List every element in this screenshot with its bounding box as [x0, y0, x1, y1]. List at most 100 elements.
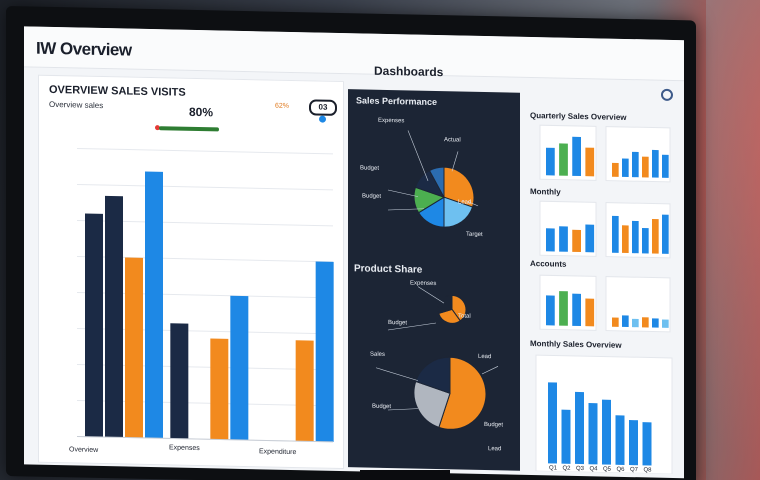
pie-slice [443, 196, 474, 228]
pie-label: Expenses [378, 117, 405, 125]
gridline [77, 147, 333, 155]
bar [145, 171, 163, 439]
pie-slice [413, 380, 451, 428]
pie-label: Lead [488, 446, 502, 453]
pie-label: Lead [478, 353, 492, 361]
monthly-bar [548, 382, 557, 464]
leader-line [387, 408, 419, 411]
tick-label: Q3 [576, 466, 585, 472]
monthly-bar [629, 420, 638, 466]
mini-bar [612, 215, 619, 253]
top-bar: IW Overview [24, 26, 684, 82]
pie-slice [443, 166, 475, 208]
mini-bar [572, 136, 581, 177]
pie-slice [428, 166, 445, 198]
pie-slice [451, 294, 467, 322]
pie-label: Budget [362, 193, 382, 200]
bar [105, 195, 123, 438]
mini-bar [662, 319, 669, 328]
gridline [77, 183, 333, 191]
mini-bar [662, 154, 669, 178]
mini-bar [559, 143, 568, 176]
mini-bar [612, 162, 619, 177]
pie-label: Target [466, 231, 483, 238]
leader-line [451, 151, 459, 172]
x-axis [77, 435, 333, 443]
tick-label: Q5 [603, 467, 612, 473]
leader-line [467, 201, 479, 207]
mini-bar [572, 293, 581, 327]
leader-line [387, 208, 425, 211]
app-title: IW Overview [36, 38, 132, 60]
footer-label-expenditure: Expenditure [259, 448, 297, 457]
leader-line [375, 367, 419, 381]
pie-label: Budget [360, 165, 380, 172]
pie-label: Lead [458, 199, 472, 206]
monthly-bar [602, 399, 611, 465]
quarterly-sales-panel: Quarterly Sales Overview Monthly Account… [526, 97, 676, 475]
footer-label-overview: Overview [69, 446, 99, 454]
leader-line [417, 286, 445, 304]
leader-line [481, 366, 499, 375]
mini-bar [585, 298, 595, 327]
bar [210, 338, 229, 440]
sales-performance-panel: Sales Performance Product Share Expenses… [348, 89, 520, 471]
monthly-bar [615, 415, 625, 465]
leader-line [387, 189, 419, 197]
footer-label-expenses: Expenses [169, 444, 200, 453]
pie-label: Total [458, 313, 471, 320]
right-mini-charts: Q1 Q2 Q3 Q4 Q5 Q6 Q7 Q8 [535, 124, 673, 475]
mini-bar [662, 214, 669, 254]
mini-bar [546, 147, 555, 176]
tick-label: Q6 [617, 467, 626, 473]
mini-bar [585, 224, 595, 253]
monitor-stand [360, 470, 450, 480]
monthly-bar [642, 422, 652, 466]
mini-bar [622, 225, 629, 254]
monthly-bar [561, 409, 571, 464]
tick-label: Q7 [630, 467, 639, 473]
mini-bar [559, 291, 568, 326]
mini-bar [652, 149, 659, 178]
bar [170, 323, 189, 439]
pie-label: Budget [372, 403, 392, 411]
mini-bar [612, 317, 619, 327]
mini-bar [652, 318, 659, 328]
dashboard-screen: IW Overview Dashboards OVERVIEW SALES VI… [24, 26, 684, 479]
leader-line [387, 322, 437, 331]
bar [295, 340, 314, 442]
mini-bar [585, 147, 595, 177]
pie-label: Budget [484, 422, 504, 429]
pie-label: Expenses [410, 280, 437, 288]
mini-bar [572, 229, 581, 253]
pie-label: Sales [370, 351, 386, 358]
tick-label: Q1 [549, 465, 558, 471]
mini-bar [642, 228, 649, 254]
tick-label: Q4 [590, 466, 599, 472]
mini-bar [632, 151, 639, 178]
mini-bar [546, 295, 555, 326]
monthly-bar [588, 403, 598, 465]
mini-bar [559, 226, 568, 252]
wall-surface [706, 0, 760, 480]
bar [230, 295, 249, 441]
pie-charts [375, 130, 499, 430]
mini-bar [652, 219, 659, 254]
monitor-bezel: IW Overview Dashboards OVERVIEW SALES VI… [6, 6, 696, 480]
pie-slice [438, 308, 461, 324]
pie-label: Budget [388, 320, 408, 327]
tick-label: Q2 [563, 466, 572, 472]
leader-line [407, 130, 429, 181]
mini-bar [642, 156, 649, 178]
bar [315, 261, 334, 442]
pie-slice [438, 356, 487, 430]
bar [125, 257, 143, 438]
mini-bar [622, 158, 629, 178]
tick-label: Q8 [644, 467, 653, 473]
mini-bar [632, 318, 639, 328]
overview-panel: OVERVIEW SALES VISITS Overview sales 80%… [38, 74, 344, 470]
mini-bar [642, 317, 649, 328]
dashboard-title: Dashboards [374, 63, 444, 80]
mini-bar [546, 228, 555, 252]
